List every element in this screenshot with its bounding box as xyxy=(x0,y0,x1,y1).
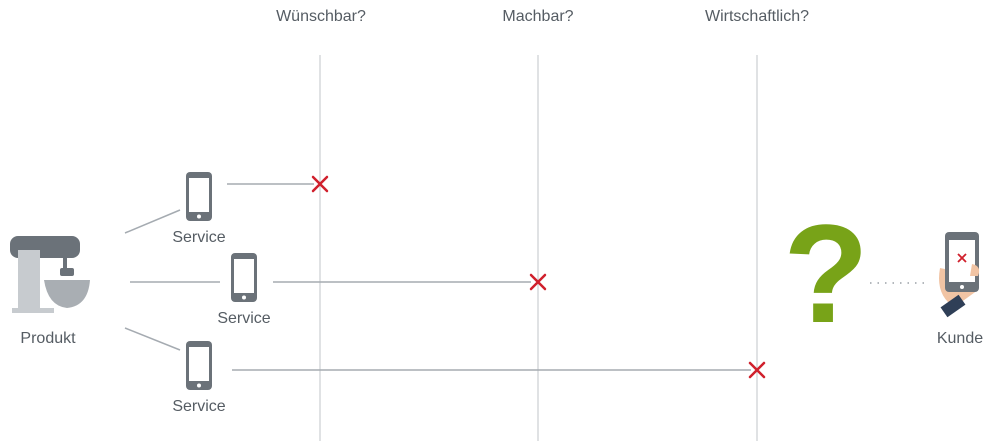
phone-icon xyxy=(186,172,212,221)
phone-icon xyxy=(231,253,257,302)
diagram: Wünschbar? Machbar? Wirtschaftlich? Serv… xyxy=(0,0,994,441)
customer-icon xyxy=(939,232,979,317)
service-label: Service xyxy=(172,398,225,415)
column-label: Wirtschaftlich? xyxy=(705,8,809,25)
connector xyxy=(125,328,180,350)
mixer-icon xyxy=(10,236,90,313)
question-mark: ? xyxy=(783,195,869,352)
column-label: Wünschbar? xyxy=(276,8,366,25)
phones xyxy=(186,172,257,390)
customer-label: Kunde xyxy=(937,330,983,347)
product-label: Produkt xyxy=(20,330,76,347)
column-label: Machbar? xyxy=(502,8,573,25)
phone-icon xyxy=(186,341,212,390)
column-lines xyxy=(320,55,757,441)
connectors xyxy=(125,184,751,370)
service-label: Service xyxy=(172,229,225,246)
service-label: Service xyxy=(217,310,270,327)
